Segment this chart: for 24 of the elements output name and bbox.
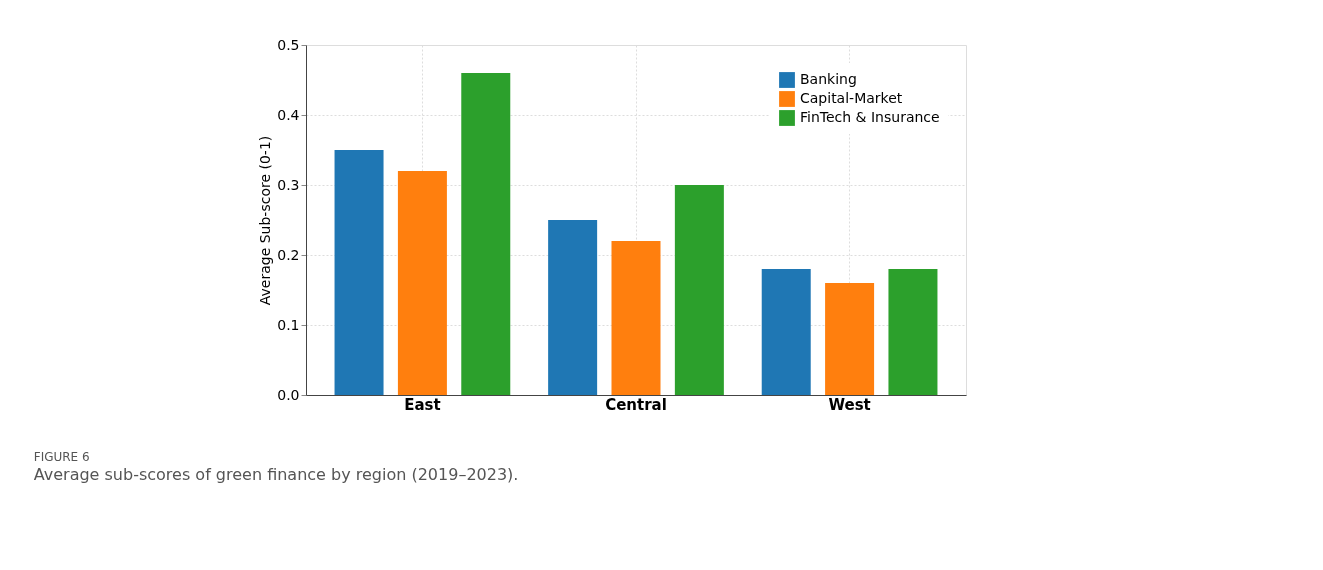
y-tick-label: 0.3 <box>277 176 300 193</box>
legend-label: FinTech & Insurance <box>800 109 940 125</box>
bar <box>674 185 724 395</box>
bar <box>761 269 811 395</box>
y-tick-label: 0.0 <box>277 386 300 403</box>
legend-label: Banking <box>800 71 857 87</box>
legend-label: Capital-Market <box>800 90 903 106</box>
y-tick-label: 0.4 <box>277 106 300 123</box>
bar <box>461 73 511 395</box>
text: Average sub-scores of green finance by region (2019–2023). <box>33 465 519 484</box>
bar <box>548 220 598 395</box>
bar <box>334 150 384 395</box>
y-tick-label: 0.5 <box>277 36 300 53</box>
x-tick-label: Central <box>605 395 667 414</box>
bar <box>397 171 447 395</box>
y-tick-label: 0.1 <box>277 316 300 333</box>
bar <box>825 283 875 395</box>
x-tick-label: West <box>828 395 871 414</box>
y-axis-title: Average Sub-score (0-1) <box>257 135 274 306</box>
x-tick-label: East <box>404 395 441 414</box>
bar <box>888 269 938 395</box>
caption: FIGURE 6 <box>33 450 90 464</box>
y-tick-label: 0.2 <box>277 246 300 263</box>
bar <box>611 241 661 395</box>
